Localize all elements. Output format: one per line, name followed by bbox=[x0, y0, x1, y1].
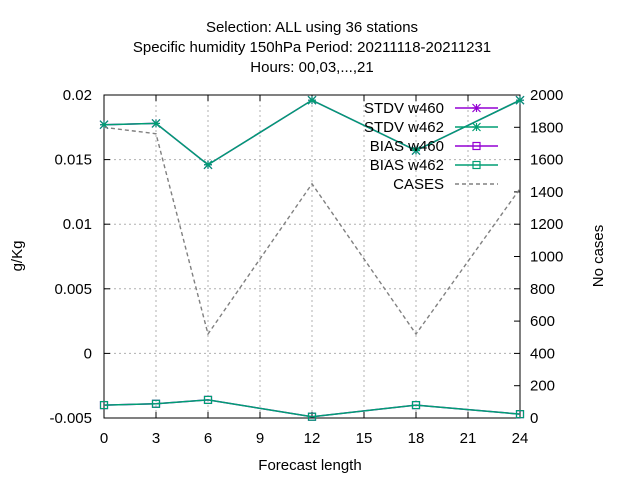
series bbox=[99, 95, 525, 421]
legend-label: STDV w462 bbox=[364, 119, 444, 136]
data-point bbox=[99, 400, 109, 410]
y2-tick-label: 1600 bbox=[530, 152, 563, 169]
y-tick-label: -0.005 bbox=[49, 410, 92, 427]
y2-tick-label: 0 bbox=[530, 410, 538, 427]
y-axis-label: g/Kg bbox=[9, 241, 26, 272]
chart-title: Selection: ALL using 36 stations Specific… bbox=[133, 19, 491, 76]
title-line: Hours: 00,03,...,21 bbox=[250, 59, 373, 76]
y2-tick-label: 200 bbox=[530, 378, 555, 395]
legend-marker bbox=[472, 141, 481, 151]
data-point bbox=[411, 400, 421, 410]
x-tick-label: 24 bbox=[512, 430, 529, 447]
grid bbox=[104, 95, 520, 418]
legend-item: STDV w460 bbox=[364, 100, 498, 117]
y2-tick-label: 600 bbox=[530, 313, 555, 330]
x-axis-label: Forecast length bbox=[258, 457, 361, 474]
x-tick-label: 6 bbox=[204, 430, 212, 447]
legend-marker bbox=[472, 103, 481, 113]
y2-tick-label: 1000 bbox=[530, 249, 563, 266]
data-point bbox=[203, 395, 213, 405]
x-tick-label: 18 bbox=[408, 430, 425, 447]
series-line bbox=[103, 399, 521, 418]
y2-tick-label: 400 bbox=[530, 345, 555, 362]
data-point bbox=[307, 95, 317, 105]
x-tick-label: 0 bbox=[100, 430, 108, 447]
x-tick-label: 12 bbox=[304, 430, 321, 447]
series-line bbox=[103, 126, 521, 336]
legend-item: BIAS w460 bbox=[370, 138, 498, 155]
legend-item: BIAS w462 bbox=[370, 157, 498, 174]
y-tick-label: 0.015 bbox=[54, 152, 92, 169]
y-tick-label: 0.005 bbox=[54, 281, 92, 298]
legend-marker bbox=[472, 122, 481, 132]
legend: STDV w460 STDV w462 BIAS w460 BIAS w462 CASE… bbox=[364, 100, 498, 193]
x-tick-label: 9 bbox=[256, 430, 264, 447]
y2-tick-label: 1400 bbox=[530, 184, 563, 201]
x-tick-label: 15 bbox=[356, 430, 373, 447]
data-point bbox=[99, 120, 109, 130]
x-tick-label: 21 bbox=[460, 430, 477, 447]
legend-item: STDV w462 bbox=[364, 119, 498, 136]
data-point bbox=[307, 412, 317, 421]
y2-tick-label: 800 bbox=[530, 281, 555, 298]
x-tick-label: 3 bbox=[152, 430, 160, 447]
title-line: Selection: ALL using 36 stations bbox=[206, 19, 418, 36]
data-point bbox=[515, 410, 525, 419]
legend-item: CASES bbox=[393, 176, 498, 193]
data-point bbox=[151, 118, 161, 128]
data-point bbox=[515, 95, 525, 105]
series-cases bbox=[103, 126, 521, 336]
series-line bbox=[103, 99, 521, 166]
y2-tick-label: 1800 bbox=[530, 119, 563, 136]
legend-marker bbox=[472, 160, 481, 170]
title-line: Specific humidity 150hPa Period: 2021111… bbox=[133, 39, 491, 56]
axes: 0 3 6 9 12 15 18 21 24 -0.005 0 0.005 0.01 0.015 0.02 0… bbox=[49, 87, 563, 447]
series-stdv-w462 bbox=[99, 95, 525, 170]
legend-label: BIAS w462 bbox=[370, 157, 444, 174]
y2-tick-label: 2000 bbox=[530, 87, 563, 104]
y-tick-label: 0.02 bbox=[63, 87, 92, 104]
data-point bbox=[151, 399, 161, 408]
legend-label: CASES bbox=[393, 176, 444, 193]
y-tick-label: 0.01 bbox=[63, 216, 92, 233]
data-point bbox=[203, 160, 213, 170]
legend-label: STDV w460 bbox=[364, 100, 444, 117]
y-tick-label: 0 bbox=[84, 345, 92, 362]
series-bias-w462 bbox=[99, 395, 525, 421]
legend-label: BIAS w460 bbox=[370, 138, 444, 155]
series-stdv-w460 bbox=[99, 95, 525, 170]
y2-axis-label: No cases bbox=[590, 225, 607, 288]
data-point bbox=[411, 146, 421, 155]
y2-tick-label: 1200 bbox=[530, 216, 563, 233]
